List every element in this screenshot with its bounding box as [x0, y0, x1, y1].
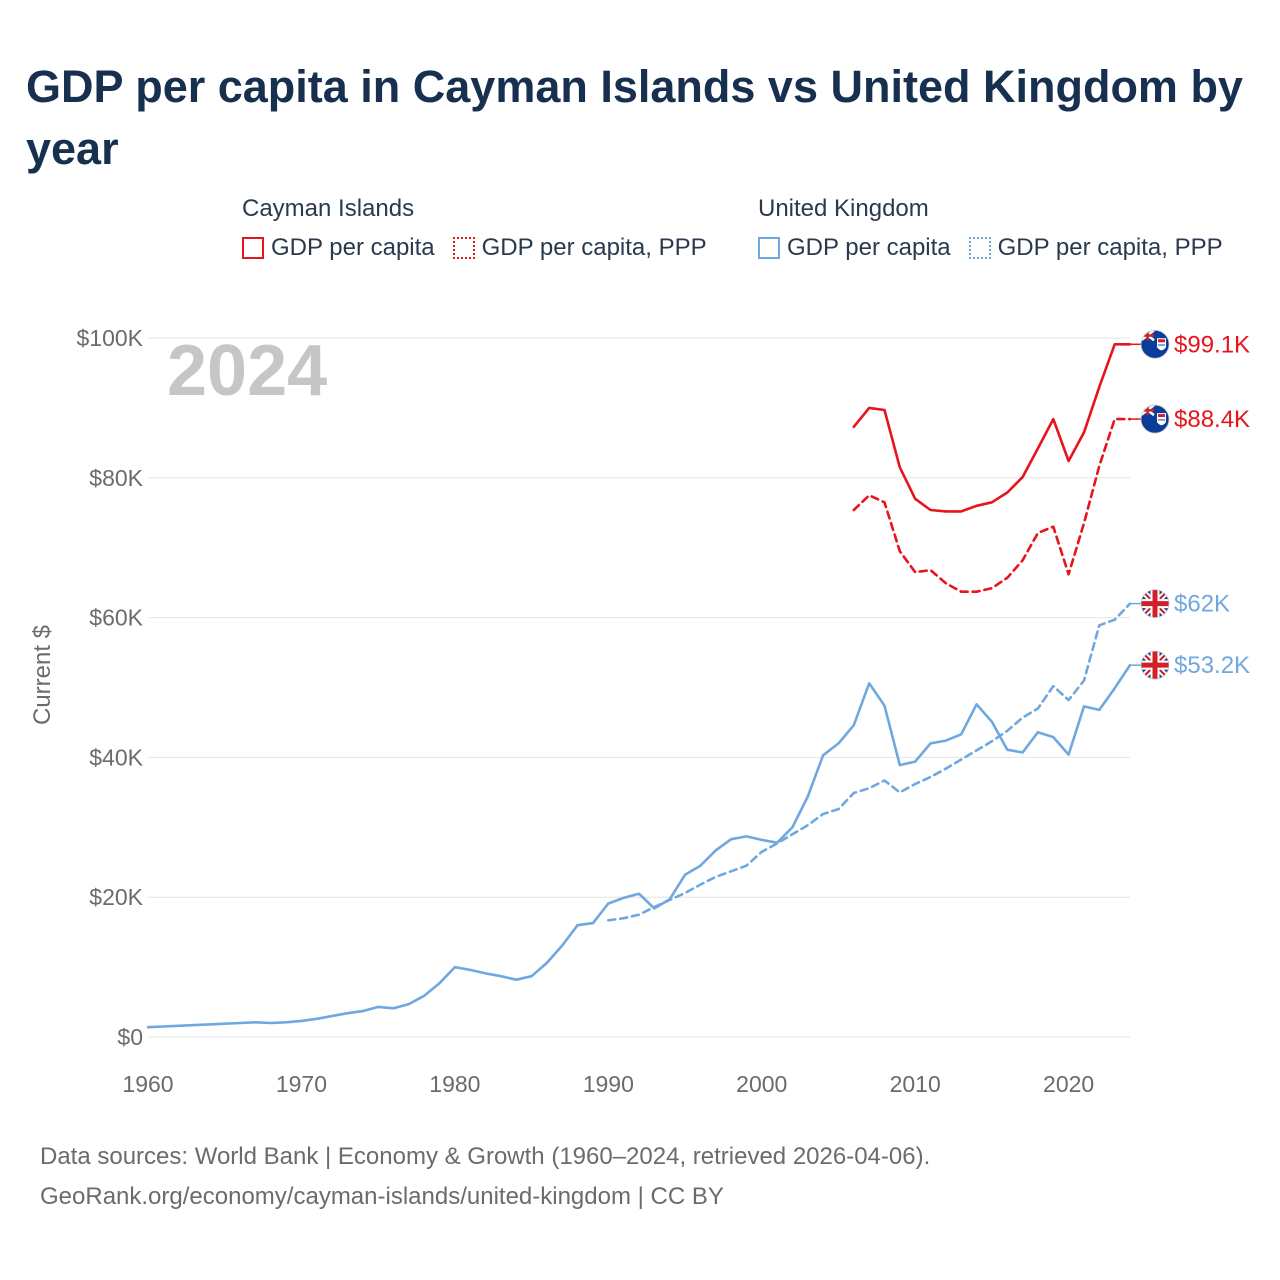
legend-swatch-dotted-red [452, 237, 475, 259]
legend-group-united-kingdom: United Kingdom GDP per capita GDP per ca… [758, 193, 1241, 262]
y-tick-label: $100K [76, 325, 143, 351]
y-axis-title: Current $ [29, 625, 56, 725]
legend-swatch-solid-blue [758, 237, 780, 259]
legend-item-cayman-gdp-per-capita-ppp[interactable]: GDP per capita, PPP [452, 234, 707, 262]
x-tick-label: 1990 [583, 1071, 634, 1097]
series-end-label: $53.2K [1174, 652, 1250, 679]
footer: Data sources: World Bank | Economy & Gro… [40, 1137, 930, 1217]
series-line-0[interactable] [852, 342, 1132, 513]
grid-layer [148, 337, 1130, 1038]
legend-item-uk-gdp-per-capita-ppp[interactable]: GDP per capita, PPP [968, 234, 1223, 262]
series-end-label: $62K [1174, 591, 1230, 618]
legend-item-cayman-gdp-per-capita[interactable]: GDP per capita [242, 234, 435, 262]
series-end-label: $99.1K [1174, 331, 1250, 358]
y-tick-label: $0 [117, 1024, 143, 1050]
y-tick-label: $80K [89, 465, 143, 491]
x-tick-label: 1970 [276, 1071, 327, 1097]
axis-layer: $0 $20K $40K $60K $80K $100K 1960 1970 1980 1990 2… [76, 325, 1094, 1097]
legend-label: GDP per capita, PPP [997, 234, 1223, 261]
series-layer [146, 342, 1132, 1029]
cayman-flag-icon [1135, 399, 1175, 439]
legend-heading-united-kingdom: United Kingdom [758, 195, 929, 222]
uk-flag-icon [1135, 584, 1175, 624]
y-tick-label: $20K [89, 884, 143, 910]
end-label-layer: $99.1K $88.4K $53.2K $62K [1130, 324, 1250, 685]
legend-swatch-solid-red [242, 237, 264, 259]
x-tick-label: 1980 [429, 1071, 480, 1097]
legend-swatch-dotted-blue [968, 237, 991, 259]
y-tick-label: $40K [89, 744, 143, 770]
chart-title: GDP per capita in Cayman Islands vs Unit… [26, 61, 1243, 174]
legend-label: GDP per capita [787, 234, 951, 261]
footer-attribution: GeoRank.org/economy/cayman-islands/unite… [40, 1183, 724, 1210]
x-tick-label: 2010 [890, 1071, 941, 1097]
uk-flag-icon [1135, 645, 1175, 685]
footer-sources: Data sources: World Bank | Economy & Gro… [40, 1143, 931, 1170]
legend-label: GDP per capita [271, 234, 435, 261]
legend-label: GDP per capita, PPP [481, 234, 707, 261]
x-tick-label: 2020 [1043, 1071, 1094, 1097]
line-chart: $0 $20K $40K $60K $80K $100K 1960 1970 1980 1990 2… [29, 0, 1250, 1097]
series-line-3[interactable] [606, 602, 1132, 922]
legend-group-cayman-islands: Cayman Islands GDP per capita GDP per ca… [242, 193, 725, 262]
legend-heading-cayman-islands: Cayman Islands [242, 195, 415, 222]
series-end-label: $88.4K [1174, 406, 1250, 433]
cayman-flag-icon [1135, 324, 1175, 364]
legend-item-uk-gdp-per-capita[interactable]: GDP per capita [758, 234, 951, 262]
x-tick-label: 1960 [122, 1071, 173, 1097]
series-line-1[interactable] [852, 417, 1132, 594]
year-watermark: 2024 [167, 331, 327, 411]
y-tick-label: $60K [89, 605, 143, 631]
x-tick-label: 2000 [736, 1071, 787, 1097]
series-line-2[interactable] [146, 663, 1132, 1029]
